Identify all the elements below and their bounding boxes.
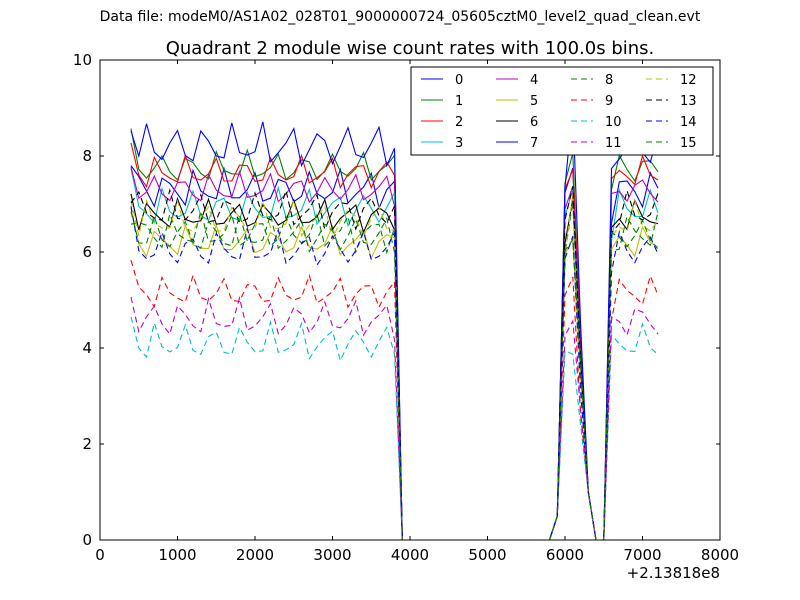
figure-suptitle: Data file: modeM0/AS1A02_028T01_90000007…	[99, 9, 701, 25]
y-tick-label: 4	[82, 339, 92, 357]
legend-label-2: 2	[455, 115, 463, 130]
y-tick-label: 2	[82, 435, 92, 453]
legend-label-13: 13	[680, 94, 697, 109]
x-tick-label: 3000	[313, 546, 351, 564]
x-tick-label: 1000	[158, 546, 196, 564]
legend-label-12: 12	[680, 73, 697, 88]
legend-label-8: 8	[605, 73, 613, 88]
x-tick-label: 8000	[701, 546, 739, 564]
x-tick-label: 0	[95, 546, 105, 564]
series-layer	[130, 105, 659, 540]
x-tick-label: 2000	[236, 546, 274, 564]
series-line-13	[130, 186, 659, 540]
legend-label-3: 3	[455, 136, 463, 151]
legend-label-5: 5	[530, 94, 538, 109]
legend-label-10: 10	[605, 115, 622, 130]
x-tick-label: 7000	[623, 546, 661, 564]
y-tick-label: 6	[82, 243, 92, 261]
legend-label-9: 9	[605, 94, 613, 109]
series-line-9	[130, 260, 659, 540]
y-tick-label: 10	[73, 51, 92, 69]
legend-label-11: 11	[605, 136, 622, 151]
y-tick-label: 8	[82, 147, 92, 165]
y-tick-label: 0	[82, 531, 92, 549]
legend-label-15: 15	[680, 136, 697, 151]
legend-label-6: 6	[530, 115, 538, 130]
x-offset-label: +2.13818e8	[627, 564, 720, 582]
series-line-11	[130, 295, 659, 540]
legend-label-0: 0	[455, 73, 463, 88]
x-tick-label: 5000	[468, 546, 506, 564]
series-line-8	[130, 201, 659, 540]
legend-label-1: 1	[455, 94, 463, 109]
x-tick-label: 4000	[391, 546, 429, 564]
series-line-10	[130, 316, 659, 540]
series-line-12	[130, 193, 659, 540]
series-line-15	[130, 211, 659, 540]
legend-box	[410, 66, 714, 156]
chart-title: Quadrant 2 module wise count rates with …	[166, 38, 655, 59]
legend-label-14: 14	[680, 115, 697, 130]
legend-label-7: 7	[530, 136, 538, 151]
x-tick-label: 6000	[546, 546, 584, 564]
legend-label-4: 4	[530, 73, 538, 88]
series-line-4	[130, 166, 659, 540]
